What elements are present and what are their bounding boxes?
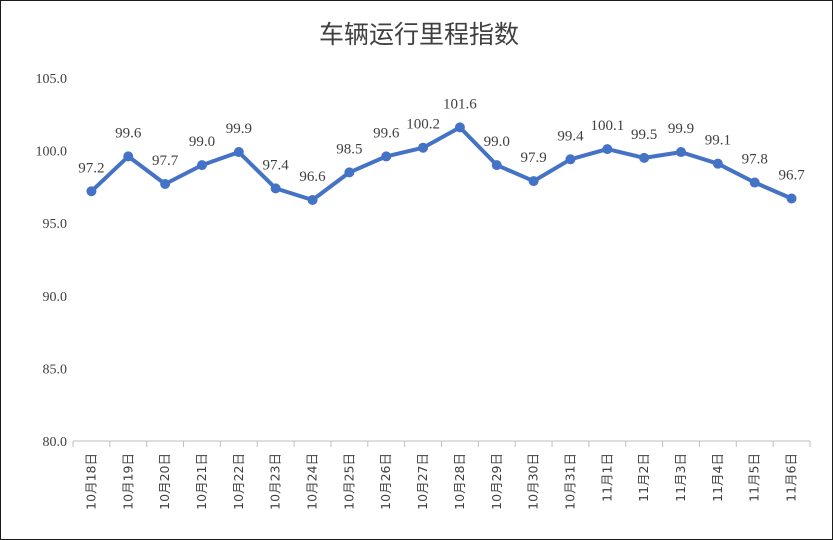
y-tick-label: 105.0 (36, 72, 68, 87)
data-label: 101.6 (443, 96, 477, 112)
x-tick-label: 10月18日 (83, 453, 98, 510)
data-label: 100.2 (406, 117, 440, 133)
data-label: 99.9 (668, 121, 694, 137)
series-line (89, 125, 794, 202)
y-axis-ticks: 80.0 85.0 90.0 95.0 100.0 105.0 (36, 72, 68, 450)
data-point (749, 177, 760, 188)
data-label: 97.9 (521, 150, 547, 166)
data-point (233, 147, 244, 158)
data-point (712, 158, 723, 169)
data-label: 99.0 (484, 134, 510, 150)
data-point (454, 122, 465, 133)
x-tick-label: 11月3日 (673, 453, 688, 502)
y-tick-label: 100.0 (36, 145, 68, 160)
data-label: 97.2 (78, 160, 104, 176)
x-tick-label: 11月4日 (710, 453, 725, 502)
data-point (270, 183, 281, 194)
x-tick-label: 10月23日 (268, 453, 283, 510)
data-point (160, 178, 171, 189)
data-label: 99.6 (373, 125, 400, 141)
data-label: 97.4 (263, 157, 290, 173)
data-label: 99.9 (226, 121, 252, 137)
x-tick-label: 11月5日 (747, 453, 762, 502)
data-point (196, 160, 207, 171)
data-label: 97.8 (742, 152, 768, 168)
x-tick-label: 11月1日 (599, 453, 614, 502)
y-tick-label: 85.0 (43, 362, 68, 377)
data-label: 96.7 (778, 168, 805, 184)
data-point (381, 151, 392, 162)
data-label: 99.0 (189, 134, 215, 150)
data-point (676, 147, 687, 158)
x-tick-label: 10月25日 (341, 453, 356, 510)
x-tick-label: 11月2日 (636, 453, 651, 502)
data-point (491, 160, 502, 171)
x-axis-ticks: 10月18日 10月19日 10月20日 10月21日 10月22日 10月23日 10月2… (72, 441, 811, 510)
x-tick-label: 10月30日 (526, 453, 541, 510)
x-tick-label: 10月27日 (415, 453, 430, 510)
x-tick-label: 10月21日 (194, 453, 209, 510)
data-label: 99.5 (631, 127, 657, 143)
data-label: 97.7 (152, 153, 179, 169)
y-tick-label: 90.0 (43, 290, 68, 305)
data-label: 99.1 (705, 133, 731, 149)
data-point (123, 151, 134, 162)
data-point (86, 186, 97, 197)
data-point (418, 142, 429, 153)
data-point (307, 194, 318, 205)
x-tick-label: 11月6日 (784, 453, 799, 502)
x-tick-label: 10月24日 (305, 453, 320, 510)
data-point (602, 144, 613, 155)
data-label: 99.6 (115, 125, 142, 141)
data-label: 99.4 (557, 128, 584, 144)
data-points (86, 122, 797, 205)
y-tick-label: 95.0 (43, 217, 68, 232)
y-tick-label: 80.0 (43, 435, 68, 450)
chart-title: 车辆运行里程指数 (319, 20, 519, 49)
x-tick-label: 10月28日 (452, 453, 467, 510)
data-label: 98.5 (336, 141, 362, 157)
x-tick-label: 10月19日 (120, 453, 135, 510)
x-tick-label: 10月31日 (562, 453, 577, 510)
data-label: 100.1 (590, 118, 624, 134)
data-point (528, 176, 539, 187)
data-point (344, 167, 355, 178)
data-point (565, 154, 576, 165)
x-tick-label: 10月29日 (489, 453, 504, 510)
data-label: 96.6 (299, 169, 326, 185)
x-tick-label: 10月26日 (378, 453, 393, 510)
data-labels: 97.2 99.6 97.7 99.0 99.9 97.4 96.6 98.5 99.6 100.… (78, 96, 805, 185)
data-point (786, 193, 797, 204)
data-point (639, 152, 650, 163)
x-tick-label: 10月22日 (231, 453, 246, 510)
x-tick-label: 10月20日 (157, 453, 172, 510)
